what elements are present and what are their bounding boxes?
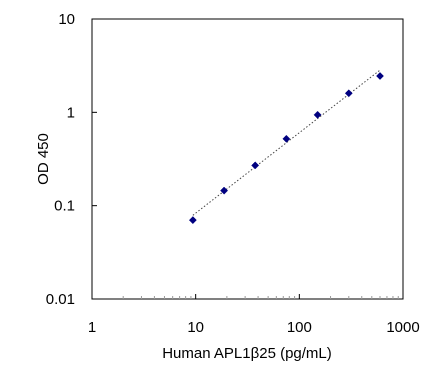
y-major-ticks (92, 18, 97, 300)
x-axis-title: Human APL1β25 (pg/mL) (162, 345, 332, 362)
x-major-ticks (91, 294, 404, 299)
data-point (344, 89, 353, 98)
y-tick-label: 10 (58, 11, 75, 28)
x-tick-label: 1000 (386, 319, 419, 336)
data-point (376, 72, 384, 80)
data-points (188, 72, 384, 225)
y-tick-label: 0.1 (54, 198, 75, 215)
plot-area (91, 18, 404, 300)
data-point (313, 110, 322, 119)
y-tick-label: 1 (67, 104, 75, 121)
y-axis-title: OD 450 (35, 133, 52, 185)
data-point (282, 134, 291, 143)
data-point (220, 186, 229, 195)
data-point (251, 161, 260, 170)
x-tick-label: 1 (88, 319, 96, 336)
x-tick-labels: 1 10 100 1000 (88, 319, 420, 336)
x-tick-label: 10 (187, 319, 204, 336)
x-tick-label: 100 (287, 319, 312, 336)
y-tick-label: 0.01 (46, 291, 75, 308)
y-tick-labels: 0.01 0.1 1 10 (46, 11, 75, 308)
data-point (188, 216, 197, 225)
x-minor-ticks (122, 296, 399, 299)
